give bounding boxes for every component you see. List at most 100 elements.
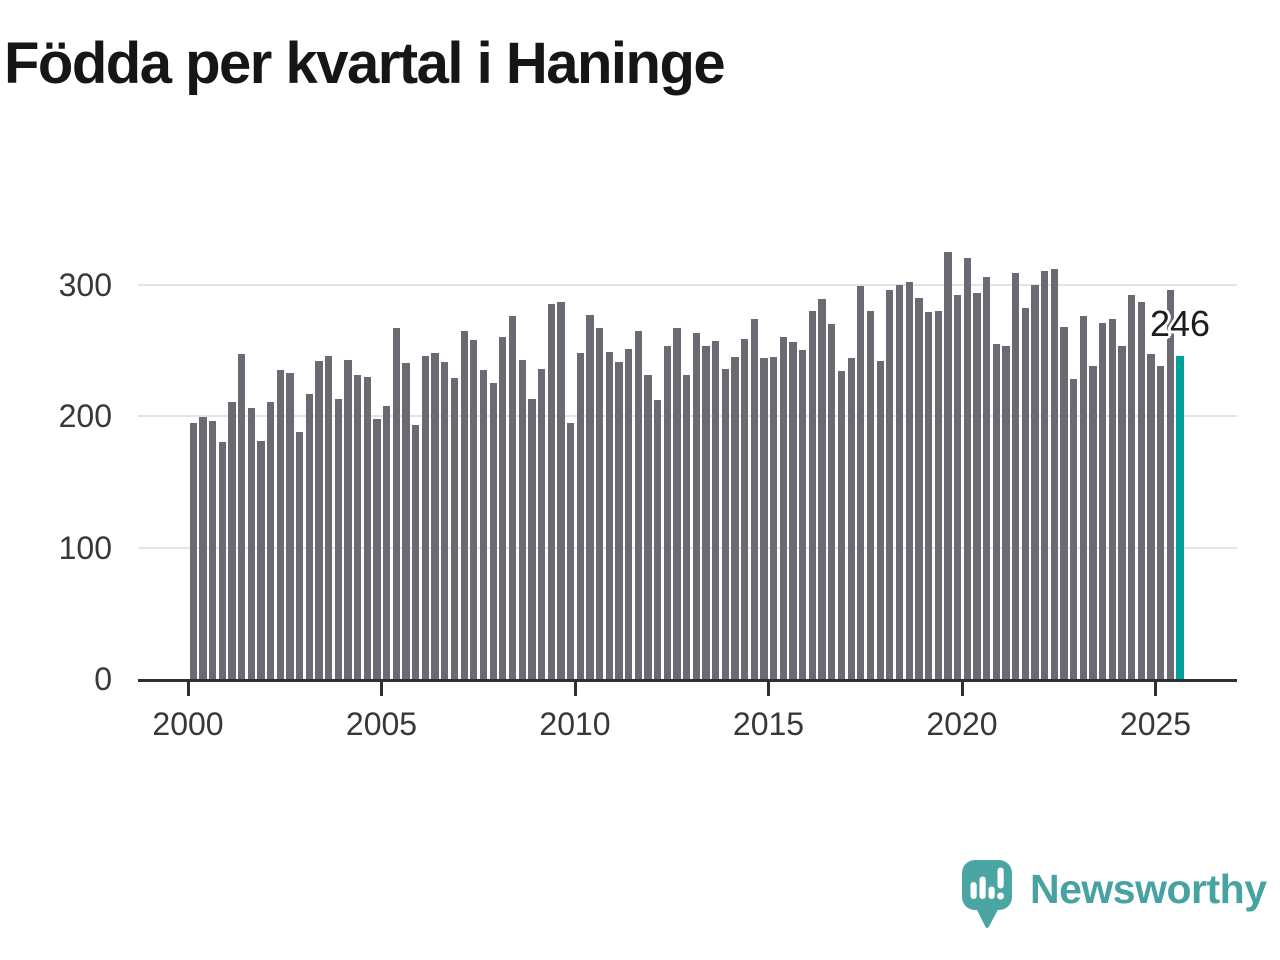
bar <box>1118 346 1126 679</box>
bar <box>267 401 275 679</box>
bar <box>218 442 226 679</box>
bar <box>992 343 1000 679</box>
bar <box>508 316 517 679</box>
bar <box>731 356 739 679</box>
bar <box>837 371 846 679</box>
bar <box>895 284 904 679</box>
newsworthy-logo: Newsworthy <box>960 858 1267 930</box>
bar <box>963 258 971 679</box>
y-axis-label-0: 0 <box>94 661 112 697</box>
bar <box>354 375 362 679</box>
bar <box>934 310 942 679</box>
bar <box>692 333 700 679</box>
bar <box>441 362 449 679</box>
bar <box>1050 268 1058 679</box>
bar <box>915 297 923 679</box>
bar <box>479 370 488 679</box>
bar <box>808 310 817 679</box>
bar <box>953 295 962 679</box>
bar <box>1002 346 1010 679</box>
bar <box>547 304 555 679</box>
bar <box>818 299 826 679</box>
bar <box>663 346 671 679</box>
bar <box>770 356 778 679</box>
bar <box>537 368 546 679</box>
bar <box>1060 326 1068 679</box>
bar <box>1079 316 1087 679</box>
bar <box>189 422 197 679</box>
bar <box>905 281 913 679</box>
bar <box>305 393 313 679</box>
bar <box>673 328 681 679</box>
x-axis-tick-2015 <box>767 682 770 696</box>
bar <box>431 352 439 679</box>
x-axis-tick-2000 <box>186 682 190 696</box>
bar <box>1011 272 1020 679</box>
bar <box>624 349 633 679</box>
highlight-value-label: 246 <box>1149 303 1211 344</box>
bar <box>450 377 459 679</box>
bar <box>383 405 391 679</box>
bar <box>1070 379 1078 679</box>
gridline-300 <box>138 283 1237 286</box>
bar <box>683 375 691 679</box>
bar <box>1147 354 1155 679</box>
bar <box>876 360 884 679</box>
x-axis-line <box>138 679 1237 682</box>
bar <box>741 338 749 679</box>
bar <box>402 363 410 679</box>
bar <box>557 301 565 679</box>
bar <box>1089 366 1097 679</box>
x-axis-label-2020: 2020 <box>926 706 998 742</box>
bar <box>944 251 952 679</box>
bar <box>779 337 788 679</box>
x-axis-label-2010: 2010 <box>539 706 611 742</box>
bar <box>654 400 662 679</box>
bar <box>237 354 246 679</box>
x-axis-label-2000: 2000 <box>152 706 224 742</box>
bar <box>1137 301 1146 679</box>
bar <box>886 289 894 679</box>
x-axis-label-2015: 2015 <box>732 706 805 742</box>
bar <box>276 370 284 679</box>
bar <box>1041 271 1049 679</box>
x-axis-label-2025: 2025 <box>1119 706 1192 742</box>
x-axis-tick-2010 <box>573 682 577 696</box>
bar <box>286 372 294 679</box>
bar <box>228 401 236 679</box>
bar <box>847 358 855 679</box>
bar <box>789 342 797 679</box>
bar <box>528 398 536 679</box>
bar <box>1166 289 1175 679</box>
bar <box>373 418 381 679</box>
bar <box>857 285 865 679</box>
bar <box>247 408 255 679</box>
bar <box>721 368 730 679</box>
bar <box>586 314 594 679</box>
bar <box>760 358 768 679</box>
bar <box>982 276 991 679</box>
bar <box>392 328 401 679</box>
logo-text: Newsworthy <box>1030 866 1267 912</box>
bar <box>595 328 604 679</box>
newsworthy-logo-icon <box>962 860 1012 929</box>
bar <box>644 375 652 679</box>
bar <box>344 359 352 679</box>
bar <box>208 421 217 679</box>
bar <box>421 355 430 679</box>
bar <box>315 360 323 679</box>
bar <box>924 312 933 679</box>
x-axis-tick-2005 <box>380 682 383 696</box>
chart-title: Födda per kvartal i Haninge <box>4 31 726 96</box>
y-axis-label-100: 100 <box>58 529 112 566</box>
y-axis-label-300: 300 <box>58 266 112 303</box>
bar <box>634 330 642 679</box>
x-axis-label-2005: 2005 <box>345 706 418 742</box>
bar <box>518 359 526 679</box>
bar <box>412 425 420 679</box>
bar <box>499 337 507 679</box>
bar <box>296 431 304 679</box>
bar <box>605 351 613 679</box>
bar <box>199 417 207 679</box>
